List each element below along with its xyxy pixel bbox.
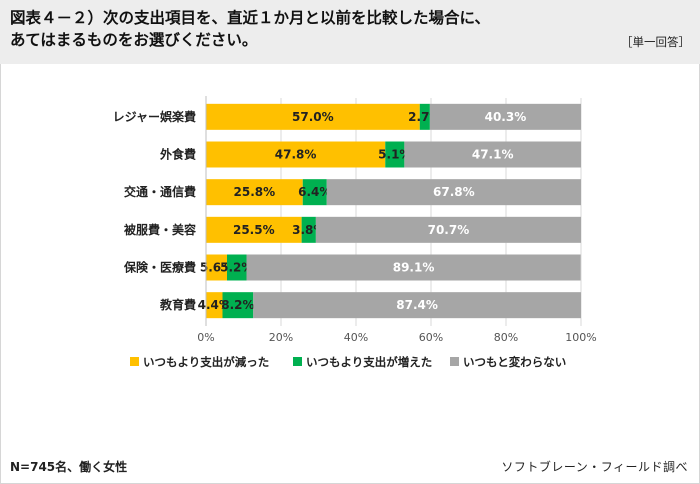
bar-segment [227,254,247,281]
bar-segment [206,216,302,243]
figure-header: 図表４－２）次の支出項目を、直近１か月と以前を比較した場合に、 あてはまるものを… [0,0,700,64]
bar-segment [302,179,327,206]
title-line-1: 図表４－２）次の支出項目を、直近１か月と以前を比較した場合に、 [10,9,491,27]
sample-note: N=745名、働く女性 [10,460,128,474]
legend-swatch [293,357,302,366]
data-label: 70.7% [428,223,470,237]
data-label: 5.6% [200,261,233,275]
category-label: 被服費・美容 [124,222,196,237]
bar-segment [206,254,227,281]
bar-segment [222,292,254,319]
legend-label: いつもより支出が減った [143,355,269,369]
data-label: 25.5% [233,223,275,237]
bar-segment [206,141,386,168]
legend-label: いつもと変わらない [463,355,566,369]
answer-type-label: ［単一回答］ [621,35,690,49]
data-label: 89.1% [393,261,435,275]
figure-title: 図表４－２）次の支出項目を、直近１か月と以前を比較した場合に、 あてはまるものを… [10,7,610,51]
title-line-2: あてはまるものをお選びください。 [10,31,258,49]
x-tick-label: 20% [269,331,293,344]
bar-segment [404,141,581,168]
category-label: 教育費 [159,297,196,312]
bar-segment [315,216,581,243]
source-note: ソフトブレーン・フィールド調べ [501,460,688,474]
data-label: 5.1% [378,148,411,162]
data-label: 25.8% [234,185,276,199]
x-tick-label: 40% [344,331,368,344]
bar-segment [326,179,581,206]
data-label: 8.2% [221,298,254,312]
category-label: 保険・医療費 [123,260,196,275]
data-label: 87.4% [396,298,438,312]
bar-segment [429,103,581,130]
data-label: 5.2% [220,261,253,275]
legend-swatch [130,357,139,366]
category-label: 外食費 [160,147,196,162]
bar-segment [253,292,581,319]
bar-segment [246,254,581,281]
bar-segment [206,179,303,206]
data-label: 6.4% [298,185,331,199]
category-label: 交通・通信費 [124,184,196,199]
data-label: 57.0% [292,110,334,124]
x-tick-label: 60% [419,331,443,344]
bar-segment [385,141,405,168]
data-label: 47.1% [472,148,514,162]
legend-swatch [450,357,459,366]
data-label: 67.8% [433,185,475,199]
bar-segment [419,103,430,130]
category-label: レジャー娯楽費 [113,109,196,124]
data-label: 47.8% [275,148,317,162]
x-tick-label: 100% [565,331,596,344]
bar-segment [206,103,420,130]
bar-segment [206,292,223,319]
x-tick-label: 80% [494,331,518,344]
legend-label: いつもより支出が増えた [306,355,432,369]
bar-segment [301,216,316,243]
data-label: 40.3% [485,110,527,124]
x-tick-label: 0% [197,331,214,344]
